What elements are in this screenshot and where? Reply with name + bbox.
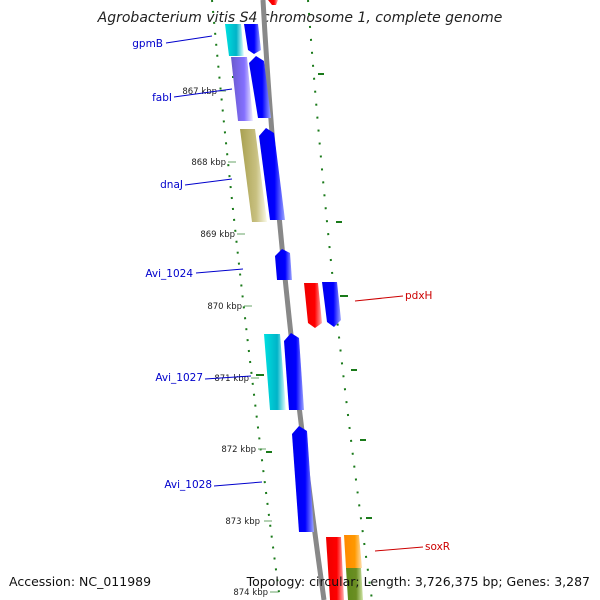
gene-features (225, 0, 363, 600)
cds-top-edge-feature[interactable] (268, 0, 278, 5)
gene-label-gpmB[interactable]: gpmB (132, 38, 163, 50)
cds-gpmB-feature[interactable] (244, 24, 261, 54)
Avi_1027-leader-line (204, 375, 252, 380)
tick-label-871: 871 kbp (214, 374, 249, 384)
gene-label-Avi_1028[interactable]: Avi_1028 (164, 479, 212, 491)
gene-label-fabI[interactable]: fabI (152, 92, 172, 104)
gene-label-Avi_1027[interactable]: Avi_1027 (155, 372, 203, 384)
Avi_1024-leader-line (195, 268, 244, 274)
gene-label-pdxH[interactable]: pdxH (405, 290, 432, 302)
trna-dnaJ-feature[interactable] (240, 129, 267, 222)
map-title: Agrobacterium vitis S4 chromosome 1, com… (97, 10, 503, 26)
tick-label-873: 873 kbp (225, 517, 260, 527)
gene-labels: gpmB fabI dnaJ Avi_1024 pdxH Avi_1027 Av… (132, 35, 450, 553)
cds-Avi_1024-feature[interactable] (275, 249, 292, 280)
tick-label-874: 874 kbp (233, 588, 268, 598)
cds-next-feature[interactable] (346, 568, 363, 600)
tick-label-872: 872 kbp (221, 445, 256, 455)
tick-label-870: 870 kbp (207, 302, 242, 312)
soxR-leader-line (374, 546, 424, 552)
pdxH-leader-line (354, 295, 404, 302)
gene-label-soxR[interactable]: soxR (425, 541, 450, 553)
trna-gpmB-feature[interactable] (225, 24, 244, 56)
fabI-leader-line (173, 88, 233, 98)
tick-label-869: 869 kbp (200, 230, 235, 240)
cds-soxR-adjacent-feature[interactable] (344, 535, 362, 568)
rrna-fabI-feature[interactable] (231, 57, 253, 121)
cds-Avi_1028-feature[interactable] (292, 426, 314, 532)
cds-fabI-feature[interactable] (249, 56, 271, 118)
cds-dnaJ-feature[interactable] (259, 128, 285, 220)
accession-label: Accession: NC_011989 (9, 574, 152, 589)
gene-label-dnaJ[interactable]: dnaJ (160, 179, 183, 191)
ruler-tick-labels: 867 kbp 868 kbp 869 kbp 870 kbp 871 kbp … (182, 87, 268, 598)
dnaJ-leader-line (184, 178, 233, 186)
tick-label-868: 868 kbp (191, 158, 226, 168)
trna-Avi_1027-feature[interactable] (264, 334, 286, 410)
tick-label-867: 867 kbp (182, 87, 217, 97)
genome-summary-label: Topology: circular; Length: 3,726,375 bp… (246, 574, 590, 589)
cds-soxR-feature[interactable] (326, 537, 344, 600)
Avi_1028-leader-line (213, 481, 263, 487)
gpmB-leader-line (165, 35, 213, 44)
gene-label-Avi_1024[interactable]: Avi_1024 (145, 268, 193, 280)
cds-Avi_1027-feature[interactable] (284, 333, 304, 410)
cds-pdxH-feature-red[interactable] (304, 283, 322, 328)
cds-pdxH-feature-blue[interactable] (322, 282, 341, 327)
